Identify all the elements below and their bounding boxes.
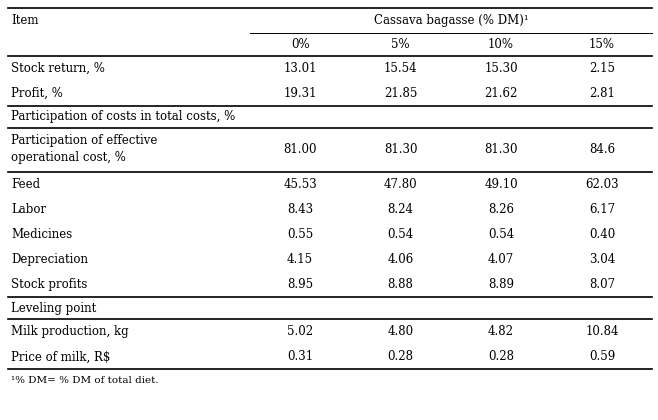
Text: 4.80: 4.80: [388, 326, 414, 339]
Text: ¹% DM= % DM of total diet.: ¹% DM= % DM of total diet.: [11, 376, 159, 386]
Text: 0.59: 0.59: [589, 350, 615, 363]
Text: Labor: Labor: [11, 203, 46, 216]
Text: 8.89: 8.89: [488, 278, 514, 291]
Text: 2.15: 2.15: [589, 62, 615, 75]
Text: operational cost, %: operational cost, %: [11, 152, 126, 165]
Text: 47.80: 47.80: [384, 178, 417, 191]
Text: 81.30: 81.30: [384, 144, 417, 157]
Text: 15.30: 15.30: [484, 62, 518, 75]
Text: 0.28: 0.28: [388, 350, 414, 363]
Text: Leveling point: Leveling point: [11, 302, 96, 315]
Text: 6.17: 6.17: [589, 203, 615, 216]
Text: 15%: 15%: [589, 38, 615, 51]
Text: 15.54: 15.54: [384, 62, 417, 75]
Text: Item: Item: [11, 14, 39, 27]
Text: 0.54: 0.54: [488, 228, 514, 241]
Text: 49.10: 49.10: [484, 178, 518, 191]
Text: 3.04: 3.04: [589, 253, 615, 266]
Text: 8.88: 8.88: [388, 278, 413, 291]
Text: Stock return, %: Stock return, %: [11, 62, 105, 75]
Text: 8.43: 8.43: [287, 203, 313, 216]
Text: 4.82: 4.82: [488, 326, 514, 339]
Text: Profit, %: Profit, %: [11, 87, 63, 100]
Text: 62.03: 62.03: [585, 178, 619, 191]
Text: Milk production, kg: Milk production, kg: [11, 326, 129, 339]
Text: 8.95: 8.95: [287, 278, 313, 291]
Text: 10.84: 10.84: [585, 326, 619, 339]
Text: 4.07: 4.07: [488, 253, 514, 266]
Text: 0.54: 0.54: [388, 228, 414, 241]
Text: 5%: 5%: [392, 38, 410, 51]
Text: 0%: 0%: [291, 38, 309, 51]
Text: Feed: Feed: [11, 178, 40, 191]
Text: Participation of effective: Participation of effective: [11, 134, 157, 147]
Text: 21.85: 21.85: [384, 87, 417, 100]
Text: Medicines: Medicines: [11, 228, 72, 241]
Text: Price of milk, R$: Price of milk, R$: [11, 350, 111, 363]
Text: 81.30: 81.30: [484, 144, 518, 157]
Text: 8.26: 8.26: [488, 203, 514, 216]
Text: 5.02: 5.02: [287, 326, 313, 339]
Text: 45.53: 45.53: [283, 178, 317, 191]
Text: 4.06: 4.06: [388, 253, 414, 266]
Text: 8.07: 8.07: [589, 278, 615, 291]
Text: 84.6: 84.6: [589, 144, 615, 157]
Text: 2.81: 2.81: [589, 87, 615, 100]
Text: 0.31: 0.31: [287, 350, 313, 363]
Text: 8.24: 8.24: [388, 203, 414, 216]
Text: 0.55: 0.55: [287, 228, 313, 241]
Text: 13.01: 13.01: [284, 62, 317, 75]
Text: 81.00: 81.00: [284, 144, 317, 157]
Text: 10%: 10%: [488, 38, 514, 51]
Text: 21.62: 21.62: [484, 87, 518, 100]
Text: Depreciation: Depreciation: [11, 253, 88, 266]
Text: 4.15: 4.15: [287, 253, 313, 266]
Text: Stock profits: Stock profits: [11, 278, 88, 291]
Text: Participation of costs in total costs, %: Participation of costs in total costs, %: [11, 110, 236, 123]
Text: 0.40: 0.40: [589, 228, 615, 241]
Text: 0.28: 0.28: [488, 350, 514, 363]
Text: 19.31: 19.31: [284, 87, 317, 100]
Text: Cassava bagasse (% DM)¹: Cassava bagasse (% DM)¹: [374, 14, 528, 27]
